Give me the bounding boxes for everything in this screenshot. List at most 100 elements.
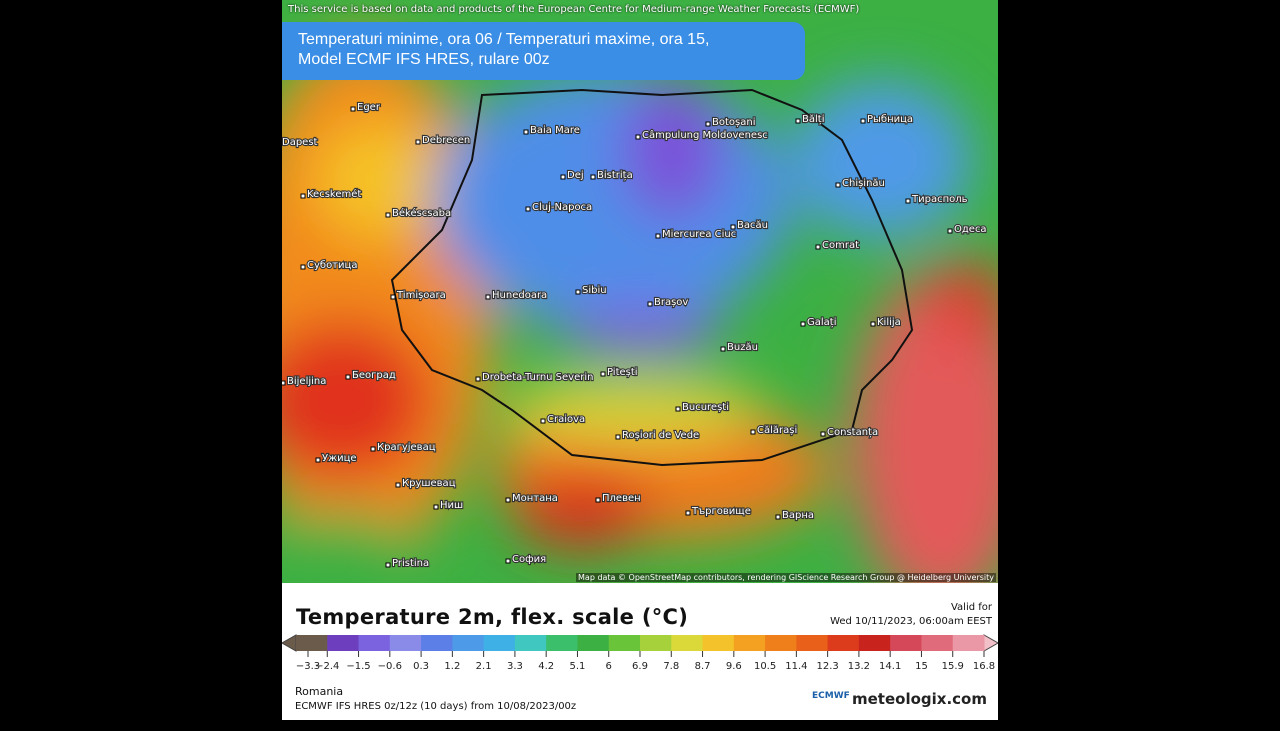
city-marker xyxy=(835,182,841,188)
scale-label: 14.1 xyxy=(879,661,901,672)
city-marker xyxy=(705,121,711,127)
city-marker xyxy=(947,228,953,234)
scale-segment xyxy=(452,635,485,651)
scale-segment xyxy=(952,635,985,651)
title-line: Model ECMF IFS HRES, rulare 00z xyxy=(298,51,550,68)
city-label: Baia Mare xyxy=(530,125,580,136)
city-label: Плевен xyxy=(602,493,641,504)
city-marker xyxy=(595,497,601,503)
city-marker xyxy=(540,418,546,424)
scale-segment xyxy=(765,635,797,651)
scale-label: 12.3 xyxy=(817,661,839,672)
city-marker xyxy=(815,244,821,250)
scale-label: 4.2 xyxy=(538,661,554,672)
scale-segment xyxy=(671,635,704,651)
city-label: Тирасполь xyxy=(911,194,968,205)
city-marker xyxy=(282,380,286,386)
city-marker xyxy=(415,139,421,145)
color-scale: −3.3−2.4 −1.5 −0.6 0.3 1.2 2.1 3.3 4.2 5.1 6 6.9 7.… xyxy=(282,634,998,672)
city-marker xyxy=(795,118,801,124)
city-label: Timișoara xyxy=(396,290,446,301)
scale-label: 7.8 xyxy=(663,661,679,672)
city-marker xyxy=(390,294,396,300)
scale-arrow-right xyxy=(983,634,998,652)
city-marker xyxy=(475,376,481,382)
map-credit: Map data © OpenStreetMap contributors, r… xyxy=(576,573,996,582)
city-marker xyxy=(635,134,641,140)
scale-label: 6.9 xyxy=(632,661,648,672)
city-label: Bacău xyxy=(737,220,768,231)
city-marker xyxy=(433,504,439,510)
city-label: Cluj-Napoca xyxy=(532,202,592,213)
city-label: Buzău xyxy=(727,342,758,353)
city-label: Одеса xyxy=(954,224,987,235)
scale-segment xyxy=(858,635,891,651)
ecmwf-logo: ECMWF xyxy=(812,691,850,701)
scale-arrow-left xyxy=(282,634,297,652)
city-label: Hunedoara xyxy=(492,290,547,301)
city-label: Galați xyxy=(807,317,836,328)
city-marker xyxy=(523,129,529,135)
scale-label: 5.1 xyxy=(570,661,586,672)
city-label: Bijeljina xyxy=(287,376,326,387)
legend-panel: Temperature 2m, flex. scale (°C) Valid f… xyxy=(282,583,998,720)
scale-label: 3.3 xyxy=(507,661,523,672)
city-label: Călărași xyxy=(757,425,797,436)
city-label: Dapest xyxy=(282,137,318,148)
city-marker xyxy=(730,224,736,230)
city-marker xyxy=(675,406,681,412)
scale-label: 1.2 xyxy=(444,661,460,672)
city-label: Kecskemét xyxy=(307,188,361,200)
scale-label: 2.1 xyxy=(476,661,492,672)
city-marker xyxy=(860,118,866,124)
city-marker xyxy=(385,562,391,568)
city-label: Суботица xyxy=(307,260,357,271)
city-label: Chișinău xyxy=(842,178,885,189)
city-marker xyxy=(800,321,806,327)
city-label: Drobeta-Turnu Severin xyxy=(482,372,593,383)
city-label: Bălți xyxy=(802,114,824,125)
attribution: This service is based on data and produc… xyxy=(288,4,860,15)
scale-segment xyxy=(389,635,422,651)
scale-segment xyxy=(296,635,328,651)
city-marker xyxy=(505,558,511,564)
city-marker xyxy=(685,510,691,516)
city-label: Крагујевац xyxy=(377,441,436,453)
city-label: Варна xyxy=(782,510,814,521)
city-label: Kilija xyxy=(877,317,901,328)
city-label: București xyxy=(682,402,729,413)
city-label: Bistrița xyxy=(597,170,633,181)
city-label: Debrecen xyxy=(422,135,470,146)
scale-label: 16.8 xyxy=(973,661,995,672)
city-marker xyxy=(385,212,391,218)
map-view: Baia Mare Câmpulung Moldovenesc Botoșani Bă… xyxy=(282,0,998,720)
scale-label: 8.7 xyxy=(695,661,711,672)
city-marker xyxy=(370,446,376,452)
city-label: Botoșani xyxy=(712,117,755,128)
city-label: Miercurea Ciuc xyxy=(662,229,736,240)
region: Romania xyxy=(295,685,344,698)
title-line: Temperaturi minime, ora 06 / Temperaturi… xyxy=(298,31,710,48)
city-marker xyxy=(560,174,566,180)
city-label: Dej xyxy=(567,170,584,181)
city-marker xyxy=(720,346,726,352)
city-marker xyxy=(505,497,511,503)
scale-label: 15 xyxy=(915,661,928,672)
scale-label: 13.2 xyxy=(848,661,870,672)
city-marker xyxy=(345,374,351,380)
city-marker xyxy=(590,174,596,180)
city-label: Eger xyxy=(357,102,381,113)
city-marker xyxy=(315,457,321,463)
scale-segment xyxy=(546,635,578,651)
city-marker xyxy=(300,264,306,270)
city-label: Монтана xyxy=(512,493,558,504)
city-label: Рыбница xyxy=(867,114,913,125)
scale-segment xyxy=(327,635,360,651)
scale-segment xyxy=(421,635,453,651)
scale-label: 15.9 xyxy=(942,661,964,672)
valid-time: Valid for Wed 10/11/2023, 06:00am EEST xyxy=(830,601,992,629)
city-marker xyxy=(575,289,581,295)
city-marker xyxy=(300,193,306,199)
valid-value: Wed 10/11/2023, 06:00am EEST xyxy=(830,616,992,627)
